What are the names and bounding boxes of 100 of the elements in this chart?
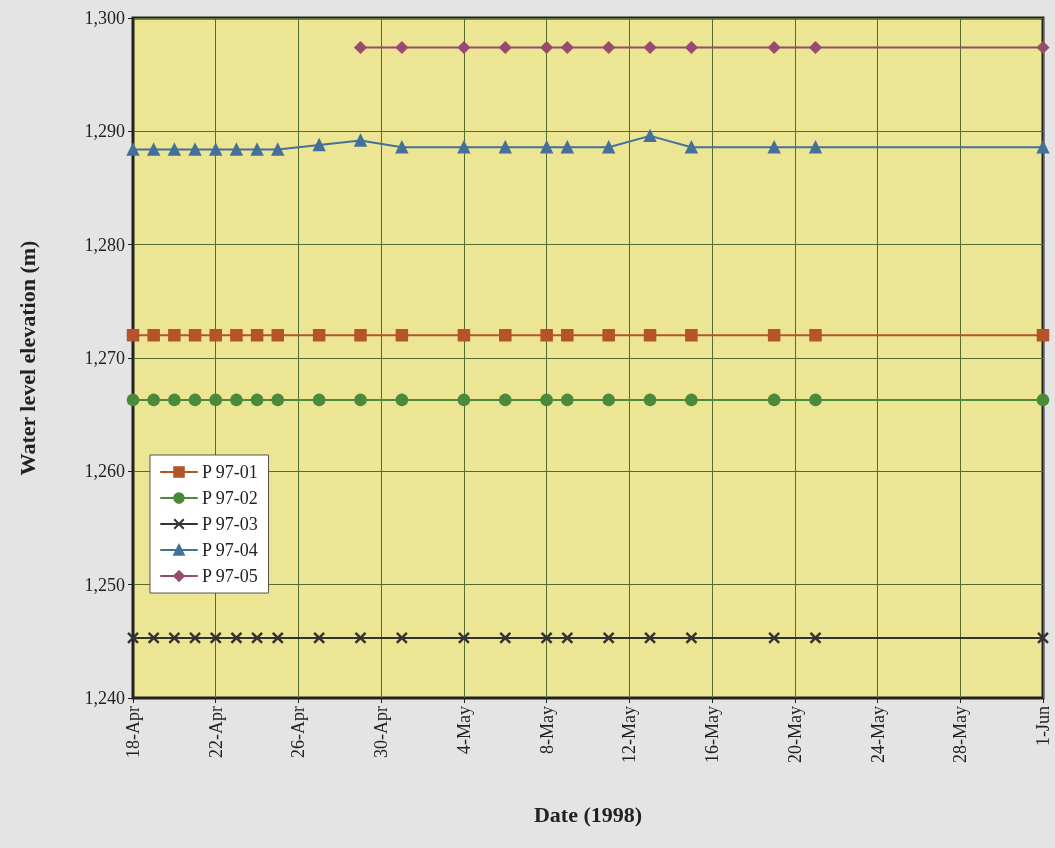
x-tick-label: 30-Apr [371,706,392,758]
point [1036,329,1050,342]
point [767,140,781,154]
point [250,393,264,407]
x-axis-title: Date (1998) [533,801,643,827]
point [1036,41,1050,54]
point [188,329,202,342]
point [312,329,326,342]
point [499,393,512,407]
point [147,393,160,407]
point [809,41,822,54]
point [250,143,264,156]
x-tick-label: 8-May [536,706,557,754]
point [188,393,202,407]
point [271,329,285,342]
point [250,329,264,342]
x-tick-label: 16-May [702,706,723,763]
point [1036,140,1050,154]
point [354,329,367,342]
point [126,329,140,342]
point [250,631,264,645]
point [602,140,615,154]
y-tick-label: 1,300 [84,8,125,28]
point [809,140,822,154]
point [540,329,553,342]
point [230,393,243,407]
point [457,41,471,54]
point [271,631,285,645]
point [767,329,781,342]
point [1036,631,1050,645]
x-tick-label: 18-Apr [123,706,143,758]
point [209,143,222,156]
point [561,393,574,407]
point [168,329,181,342]
point [767,631,781,645]
point [685,41,698,54]
point [457,631,471,645]
point [685,329,698,342]
point [354,393,367,407]
point [395,41,409,54]
point [395,329,409,342]
x-tick-label: 28-May [950,706,971,763]
point [126,631,140,645]
point [1036,393,1050,407]
point [354,41,367,54]
point [188,143,202,156]
point [499,631,512,645]
point [271,143,285,156]
point [561,329,574,342]
point [230,631,243,645]
point [147,143,160,156]
point [643,129,657,143]
point [354,134,367,147]
point [561,140,574,154]
point [602,393,615,407]
point [602,329,615,342]
y-tick-label: 1,260 [84,461,125,482]
point [271,393,285,407]
x-tick-label: 24-May [867,706,888,763]
point [809,393,822,407]
point [312,393,326,407]
point [643,41,657,54]
point [457,393,471,407]
y-tick-label: 1,290 [84,121,125,142]
legend-label: P 97-01 [202,462,258,482]
legend-label: P 97-02 [202,488,258,508]
point [540,631,553,645]
point [499,41,512,54]
point [188,631,202,645]
point [602,631,615,645]
y-tick-label: 1,270 [84,348,125,368]
point [457,140,471,154]
point [230,329,243,342]
y-tick-label: 1,250 [84,574,125,595]
point [147,631,160,645]
point [126,143,140,156]
point [540,41,553,54]
point [643,393,657,407]
legend-label: P 97-05 [202,566,258,586]
point [540,140,553,154]
point [209,631,222,645]
y-axis-title: Water level elevation (m) [14,240,40,476]
x-tick-label: 20-May [784,706,805,763]
point [499,140,512,154]
point [147,329,160,342]
point [168,631,181,645]
point [685,631,698,645]
point [643,631,657,645]
point [561,41,574,54]
point [685,140,698,154]
point [209,329,222,342]
point [643,329,657,342]
point [168,393,181,407]
point [602,41,615,54]
y-tick-label: 1,280 [84,234,125,255]
point [312,138,326,152]
x-tick-label: 12-May [619,706,640,763]
point [395,631,409,645]
point [354,631,367,645]
point [499,329,512,342]
